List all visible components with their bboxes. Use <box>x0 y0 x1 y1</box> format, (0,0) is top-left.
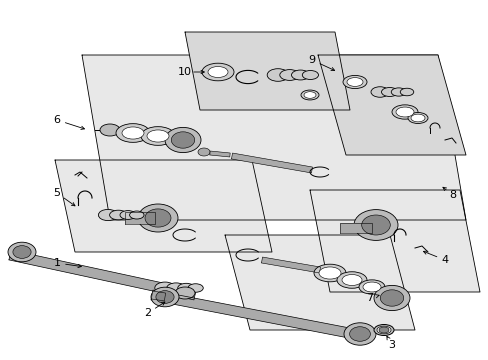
Ellipse shape <box>380 290 403 306</box>
Ellipse shape <box>141 127 175 145</box>
Text: 10: 10 <box>178 67 192 77</box>
Polygon shape <box>261 257 320 273</box>
Polygon shape <box>224 235 414 330</box>
Ellipse shape <box>391 105 417 119</box>
Ellipse shape <box>155 282 175 294</box>
Text: 4: 4 <box>441 255 447 265</box>
Ellipse shape <box>166 283 185 293</box>
Text: 3: 3 <box>387 340 395 350</box>
Ellipse shape <box>202 63 234 81</box>
Ellipse shape <box>313 264 346 282</box>
Polygon shape <box>9 250 196 300</box>
Ellipse shape <box>342 75 366 89</box>
Polygon shape <box>55 160 271 252</box>
Ellipse shape <box>98 210 117 221</box>
Polygon shape <box>184 32 349 110</box>
Ellipse shape <box>353 210 397 240</box>
Ellipse shape <box>390 88 406 96</box>
Ellipse shape <box>198 148 209 156</box>
Ellipse shape <box>171 132 194 148</box>
Ellipse shape <box>362 282 380 292</box>
Ellipse shape <box>187 284 203 292</box>
Ellipse shape <box>395 107 413 117</box>
Ellipse shape <box>376 326 390 334</box>
Ellipse shape <box>175 287 195 299</box>
Text: 1: 1 <box>53 258 61 268</box>
Ellipse shape <box>147 130 169 142</box>
Polygon shape <box>339 223 371 233</box>
Polygon shape <box>151 290 370 342</box>
Polygon shape <box>82 55 465 220</box>
Ellipse shape <box>349 327 369 341</box>
Ellipse shape <box>358 280 384 294</box>
Polygon shape <box>151 291 165 301</box>
Ellipse shape <box>361 215 389 235</box>
Ellipse shape <box>164 127 201 153</box>
Ellipse shape <box>279 69 299 80</box>
Ellipse shape <box>302 71 318 80</box>
Text: 9: 9 <box>308 55 315 65</box>
Ellipse shape <box>341 274 361 285</box>
Ellipse shape <box>381 87 397 96</box>
Ellipse shape <box>407 112 427 123</box>
Polygon shape <box>231 153 312 173</box>
Text: 2: 2 <box>144 308 151 318</box>
Ellipse shape <box>100 124 120 136</box>
Ellipse shape <box>400 88 413 96</box>
Ellipse shape <box>129 211 143 219</box>
Ellipse shape <box>151 287 179 307</box>
Ellipse shape <box>336 272 366 288</box>
Polygon shape <box>309 190 479 292</box>
Ellipse shape <box>378 327 388 333</box>
Ellipse shape <box>346 78 362 86</box>
Ellipse shape <box>301 90 318 100</box>
Text: 7: 7 <box>366 293 373 303</box>
Ellipse shape <box>291 70 309 80</box>
Ellipse shape <box>156 291 174 303</box>
Ellipse shape <box>13 246 31 258</box>
Ellipse shape <box>109 210 127 220</box>
Ellipse shape <box>304 92 315 98</box>
Text: 5: 5 <box>53 188 61 198</box>
Ellipse shape <box>318 267 340 279</box>
Ellipse shape <box>373 324 393 336</box>
Ellipse shape <box>373 285 409 311</box>
Polygon shape <box>317 55 465 155</box>
Polygon shape <box>125 212 155 224</box>
Ellipse shape <box>145 209 171 227</box>
Ellipse shape <box>207 67 227 77</box>
Ellipse shape <box>122 127 143 139</box>
Ellipse shape <box>8 242 36 262</box>
Ellipse shape <box>343 323 375 345</box>
Ellipse shape <box>120 211 136 219</box>
Polygon shape <box>209 151 230 157</box>
Ellipse shape <box>266 69 288 81</box>
Text: 8: 8 <box>448 190 456 200</box>
Ellipse shape <box>138 204 178 232</box>
Ellipse shape <box>116 123 150 142</box>
Text: 6: 6 <box>53 115 61 125</box>
Ellipse shape <box>177 283 194 293</box>
Ellipse shape <box>370 87 388 97</box>
Ellipse shape <box>410 114 424 122</box>
